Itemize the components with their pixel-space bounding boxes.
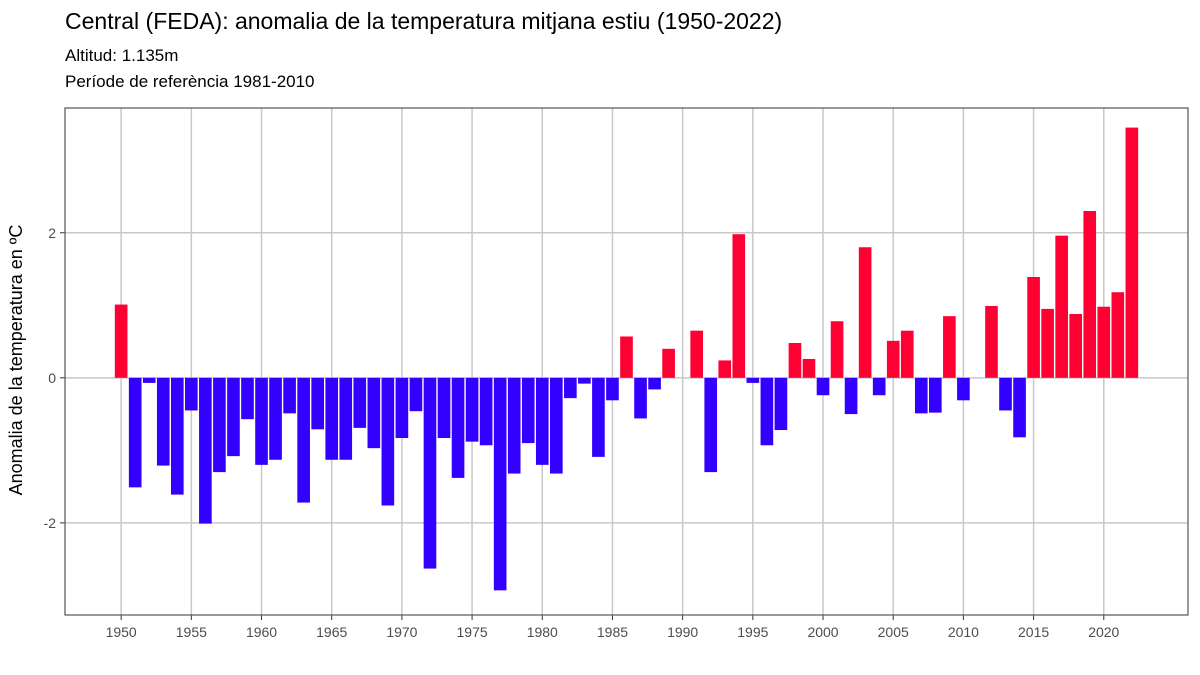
y-tick-label: -2 bbox=[44, 515, 57, 531]
bar-1951 bbox=[128, 377, 142, 488]
bar-2003 bbox=[858, 247, 872, 378]
bar-2019 bbox=[1083, 210, 1097, 378]
bar-1996 bbox=[760, 377, 774, 446]
bar-2022 bbox=[1125, 127, 1139, 378]
bar-1991 bbox=[690, 330, 704, 378]
bar-1980 bbox=[535, 377, 549, 465]
bar-1961 bbox=[269, 377, 282, 460]
bar-2021 bbox=[1111, 292, 1125, 378]
y-tick-label: 2 bbox=[48, 225, 56, 241]
bar-1992 bbox=[704, 377, 718, 473]
bar-2016 bbox=[1041, 308, 1054, 378]
x-tick-label: 1995 bbox=[737, 624, 768, 640]
bar-2000 bbox=[816, 377, 830, 396]
x-tick-label: 1985 bbox=[597, 624, 628, 640]
bar-1955 bbox=[185, 377, 198, 411]
bar-2012 bbox=[985, 306, 998, 378]
bar-1964 bbox=[311, 377, 324, 430]
bar-1997 bbox=[774, 377, 788, 431]
x-tick-label: 1980 bbox=[527, 624, 558, 640]
bar-1956 bbox=[199, 377, 212, 524]
bar-2013 bbox=[999, 377, 1012, 411]
bar-2002 bbox=[844, 377, 858, 415]
bar-1982 bbox=[564, 377, 577, 399]
bar-1978 bbox=[507, 377, 521, 474]
x-tick-label: 2005 bbox=[878, 624, 909, 640]
bar-1973 bbox=[437, 377, 451, 439]
bar-2007 bbox=[914, 377, 928, 414]
bar-1952 bbox=[142, 377, 156, 383]
bar-1981 bbox=[549, 377, 563, 474]
x-tick-label: 1955 bbox=[176, 624, 207, 640]
bar-1979 bbox=[521, 377, 535, 444]
bar-2014 bbox=[1013, 377, 1026, 438]
bar-1954 bbox=[170, 377, 184, 495]
bar-2004 bbox=[872, 377, 886, 396]
bar-1995 bbox=[746, 377, 760, 383]
bar-2020 bbox=[1097, 306, 1111, 378]
x-tick-label: 2015 bbox=[1018, 624, 1049, 640]
x-tick-label: 1960 bbox=[246, 624, 277, 640]
bar-1963 bbox=[297, 377, 310, 503]
bar-1950 bbox=[114, 304, 128, 378]
bar-1972 bbox=[423, 377, 437, 569]
bar-1960 bbox=[255, 377, 268, 465]
bar-1958 bbox=[227, 377, 240, 457]
bar-1969 bbox=[381, 377, 395, 506]
x-tick-label: 2010 bbox=[948, 624, 979, 640]
bar-1957 bbox=[213, 377, 226, 473]
bar-1962 bbox=[283, 377, 296, 414]
chart-subtitle-reference: Període de referència 1981-2010 bbox=[65, 72, 315, 91]
bar-2015 bbox=[1027, 277, 1040, 378]
bar-1999 bbox=[802, 358, 816, 378]
x-tick-label: 1970 bbox=[386, 624, 417, 640]
bar-1959 bbox=[241, 377, 254, 420]
bar-1989 bbox=[662, 348, 675, 378]
x-tick-label: 1975 bbox=[457, 624, 488, 640]
bar-2018 bbox=[1069, 313, 1083, 378]
bar-2008 bbox=[929, 377, 942, 413]
bar-2010 bbox=[957, 377, 970, 401]
bar-1953 bbox=[156, 377, 170, 466]
bar-1994 bbox=[732, 234, 746, 378]
bar-1971 bbox=[409, 377, 423, 412]
x-tick-label: 2000 bbox=[807, 624, 838, 640]
y-tick-label: 0 bbox=[48, 370, 56, 386]
bar-1966 bbox=[339, 377, 353, 460]
bar-2009 bbox=[943, 316, 956, 378]
bar-1977 bbox=[493, 377, 507, 591]
bar-1984 bbox=[592, 377, 605, 457]
bar-1998 bbox=[788, 343, 802, 378]
bar-1968 bbox=[367, 377, 381, 449]
bar-1970 bbox=[395, 377, 409, 439]
x-tick-label: 1990 bbox=[667, 624, 698, 640]
bar-1985 bbox=[606, 377, 619, 401]
bar-1986 bbox=[620, 336, 633, 378]
panel-border bbox=[64, 107, 1189, 616]
bar-1983 bbox=[578, 377, 591, 384]
bar-1993 bbox=[718, 360, 732, 378]
bar-1967 bbox=[353, 377, 367, 428]
bar-1976 bbox=[479, 377, 493, 446]
bar-1974 bbox=[451, 377, 465, 478]
bar-1988 bbox=[648, 377, 661, 390]
bar-2001 bbox=[830, 321, 844, 378]
bar-1987 bbox=[634, 377, 647, 419]
bar-2006 bbox=[900, 330, 914, 378]
bar-2017 bbox=[1055, 235, 1068, 378]
bar-1975 bbox=[465, 377, 479, 442]
bar-1965 bbox=[325, 377, 339, 460]
chart-title: Central (FEDA): anomalia de la temperatu… bbox=[65, 8, 783, 34]
x-tick-label: 1965 bbox=[316, 624, 347, 640]
x-tick-label: 2020 bbox=[1088, 624, 1119, 640]
x-tick-label: 1950 bbox=[106, 624, 137, 640]
bar-2005 bbox=[886, 340, 900, 378]
chart-subtitle-altitude: Altitud: 1.135m bbox=[65, 46, 179, 65]
